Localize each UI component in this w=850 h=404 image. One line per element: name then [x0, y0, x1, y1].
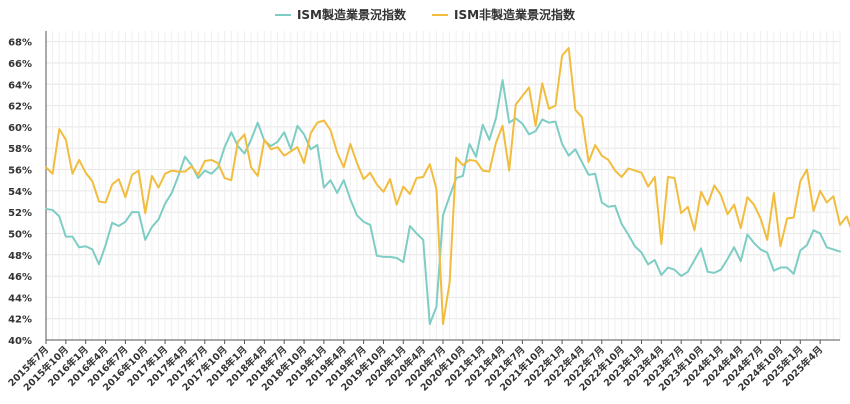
y-tick-label: 62%	[8, 102, 32, 113]
y-tick-label: 60%	[8, 123, 32, 134]
series-line-manufacturing	[45, 79, 841, 326]
y-tick-label: 58%	[8, 144, 32, 155]
y-tick-label: 64%	[8, 80, 32, 91]
legend-item-manufacturing[interactable]: ISM製造業景況指数	[274, 6, 406, 23]
y-tick-label: 66%	[8, 59, 32, 70]
y-tick-label: 44%	[8, 293, 32, 304]
y-tick-label: 68%	[8, 38, 32, 49]
y-tick-label: 46%	[8, 272, 32, 283]
legend: ISM製造業景況指数 ISM非製造業景況指数	[0, 6, 850, 23]
y-tick-label: 50%	[8, 229, 32, 240]
series-line-services	[45, 47, 850, 326]
y-tick-label: 40%	[8, 336, 32, 347]
y-tick-label: 52%	[8, 208, 32, 219]
y-tick-label: 48%	[8, 251, 32, 262]
y-tick-label: 54%	[8, 187, 32, 198]
y-tick-label: 56%	[8, 166, 32, 177]
legend-swatch-services	[432, 13, 448, 16]
legend-item-services[interactable]: ISM非製造業景況指数	[432, 6, 575, 23]
y-tick-label: 42%	[8, 315, 32, 326]
legend-swatch-manufacturing	[274, 13, 291, 16]
legend-label-services: ISM非製造業景況指数	[454, 8, 576, 22]
legend-label-manufacturing: ISM製造業景況指数	[296, 8, 406, 22]
